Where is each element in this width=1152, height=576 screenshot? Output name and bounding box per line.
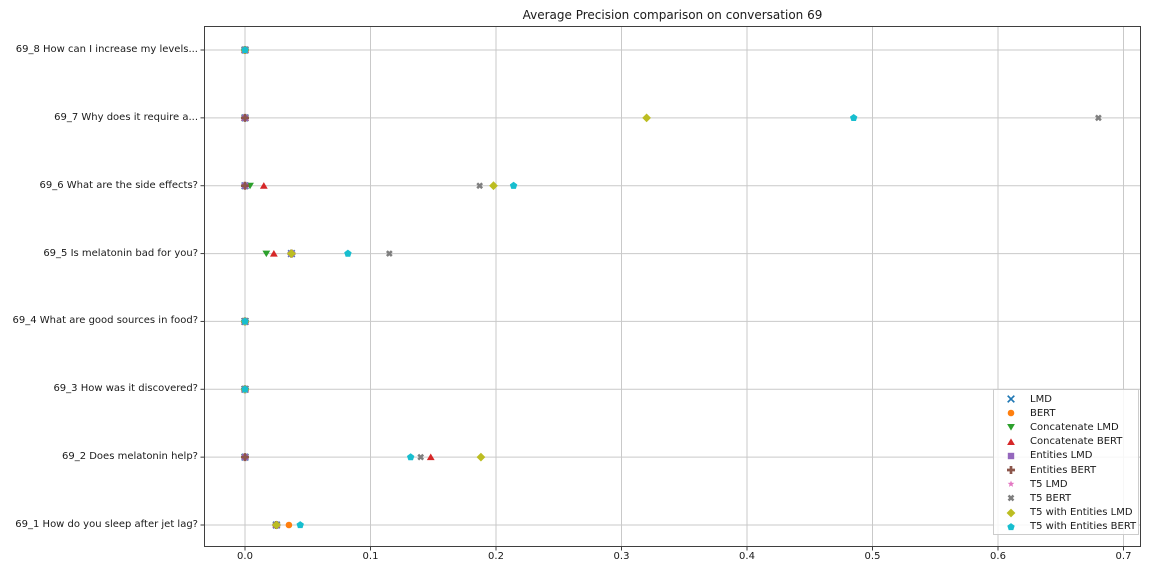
y-tick-label: 69_1 How do you sleep after jet lag?: [15, 518, 198, 530]
y-tick-label: 69_3 How was it discovered?: [53, 383, 198, 395]
legend-label: Concatenate BERT: [1030, 436, 1123, 448]
legend-label: Entities BERT: [1030, 464, 1097, 476]
plot-frame: [204, 26, 1141, 547]
data-point: [476, 182, 484, 190]
y-tick-label: 69_6 What are the side effects?: [39, 179, 198, 191]
x-tick-label: 0.3: [613, 551, 630, 562]
legend-item: T5 with Entities BERT: [1000, 520, 1138, 534]
legend-marker-star-icon: [1007, 480, 1015, 488]
legend-item: BERT: [1000, 406, 1138, 420]
legend-marker-glyph: [1006, 508, 1016, 517]
legend-label: T5 LMD: [1030, 478, 1068, 490]
data-point: [241, 181, 249, 190]
legend-item: T5 BERT: [1000, 491, 1138, 505]
legend-marker-diamond-icon: [1006, 508, 1016, 517]
data-point: [1095, 114, 1102, 122]
data-point: [285, 521, 293, 529]
legend-marker-glyph: [1007, 409, 1015, 417]
legend-marker-glyph: [1007, 480, 1015, 488]
data-point: [241, 385, 249, 393]
x-tick-label: 0.0: [237, 551, 253, 562]
data-point: [509, 181, 518, 189]
y-tick-label: 69_5 Is melatonin bad for you?: [43, 247, 198, 259]
legend-label: Concatenate LMD: [1030, 421, 1119, 433]
legend-marker-glyph: [1007, 395, 1015, 403]
data-point: [385, 250, 393, 257]
data-point: [271, 520, 281, 530]
legend-label: T5 BERT: [1030, 492, 1072, 504]
data-point: [269, 249, 278, 257]
legend-label: Entities LMD: [1030, 450, 1093, 462]
legend-marker-triangle-down-icon: [1007, 424, 1015, 432]
legend-item: T5 with Entities LMD: [1000, 506, 1138, 520]
legend-label: T5 with Entities LMD: [1030, 507, 1133, 519]
legend-item: Concatenate LMD: [1000, 420, 1138, 434]
legend-marker-glyph: [1007, 452, 1015, 460]
y-tick-label: 69_8 How can I increase my levels...: [15, 44, 198, 55]
data-point: [241, 46, 249, 54]
chart-title: Average Precision comparison on conversa…: [522, 8, 823, 22]
legend-marker-pentagon-icon: [1007, 522, 1015, 530]
legend-item: T5 LMD: [1000, 477, 1138, 491]
y-tick-label: 69_4 What are good sources in food?: [12, 315, 198, 327]
x-tick-label: 0.6: [990, 551, 1006, 562]
legend-marker-glyph: [1007, 466, 1015, 475]
data-point: [849, 113, 858, 122]
legend: LMD BERT Concatenate LMD Concatenate BERT En…: [993, 389, 1139, 535]
y-tick-label: 69_2 Does melatonin help?: [61, 451, 198, 463]
legend-label: BERT: [1030, 407, 1056, 419]
data-point: [344, 249, 352, 257]
legend-item: Entities LMD: [1000, 449, 1138, 463]
data-point: [642, 113, 651, 123]
x-tick-label: 0.5: [864, 551, 881, 562]
data-point: [426, 453, 435, 461]
legend-marker-x-icon: [1007, 395, 1015, 403]
legend-item: LMD: [1000, 392, 1138, 406]
data-point: [296, 521, 304, 529]
legend-marker-triangle-up-icon: [1007, 438, 1015, 445]
legend-item: Entities BERT: [1000, 463, 1138, 477]
y-tick-label: 69_7 Why does it require a...: [54, 111, 198, 123]
legend-marker-circle-icon: [1007, 409, 1015, 417]
data-point: [406, 453, 415, 461]
x-tick-label: 0.2: [488, 551, 504, 562]
legend-marker-plus-icon: [1007, 466, 1015, 475]
data-point: [489, 181, 498, 191]
legend-marker-x-filled-icon: [1007, 495, 1015, 502]
legend-label: T5 with Entities BERT: [1030, 521, 1137, 533]
x-tick-label: 0.4: [739, 551, 755, 562]
legend-marker-glyph: [1007, 424, 1015, 432]
legend-marker-glyph: [1007, 522, 1015, 530]
data-point: [262, 250, 271, 258]
data-point: [287, 249, 296, 258]
legend-marker-square-icon: [1007, 452, 1015, 460]
legend-item: Concatenate BERT: [1000, 435, 1138, 449]
x-tick-label: 0.1: [362, 551, 379, 562]
legend-label: LMD: [1030, 393, 1052, 405]
data-point: [241, 113, 249, 122]
data-point: [417, 453, 425, 461]
x-tick-label: 0.7: [1115, 551, 1132, 562]
legend-marker-glyph: [1007, 438, 1015, 445]
data-point: [241, 317, 249, 325]
data-point: [476, 452, 486, 462]
data-point: [241, 453, 249, 462]
data-point: [259, 182, 268, 189]
legend-marker-glyph: [1007, 495, 1015, 502]
